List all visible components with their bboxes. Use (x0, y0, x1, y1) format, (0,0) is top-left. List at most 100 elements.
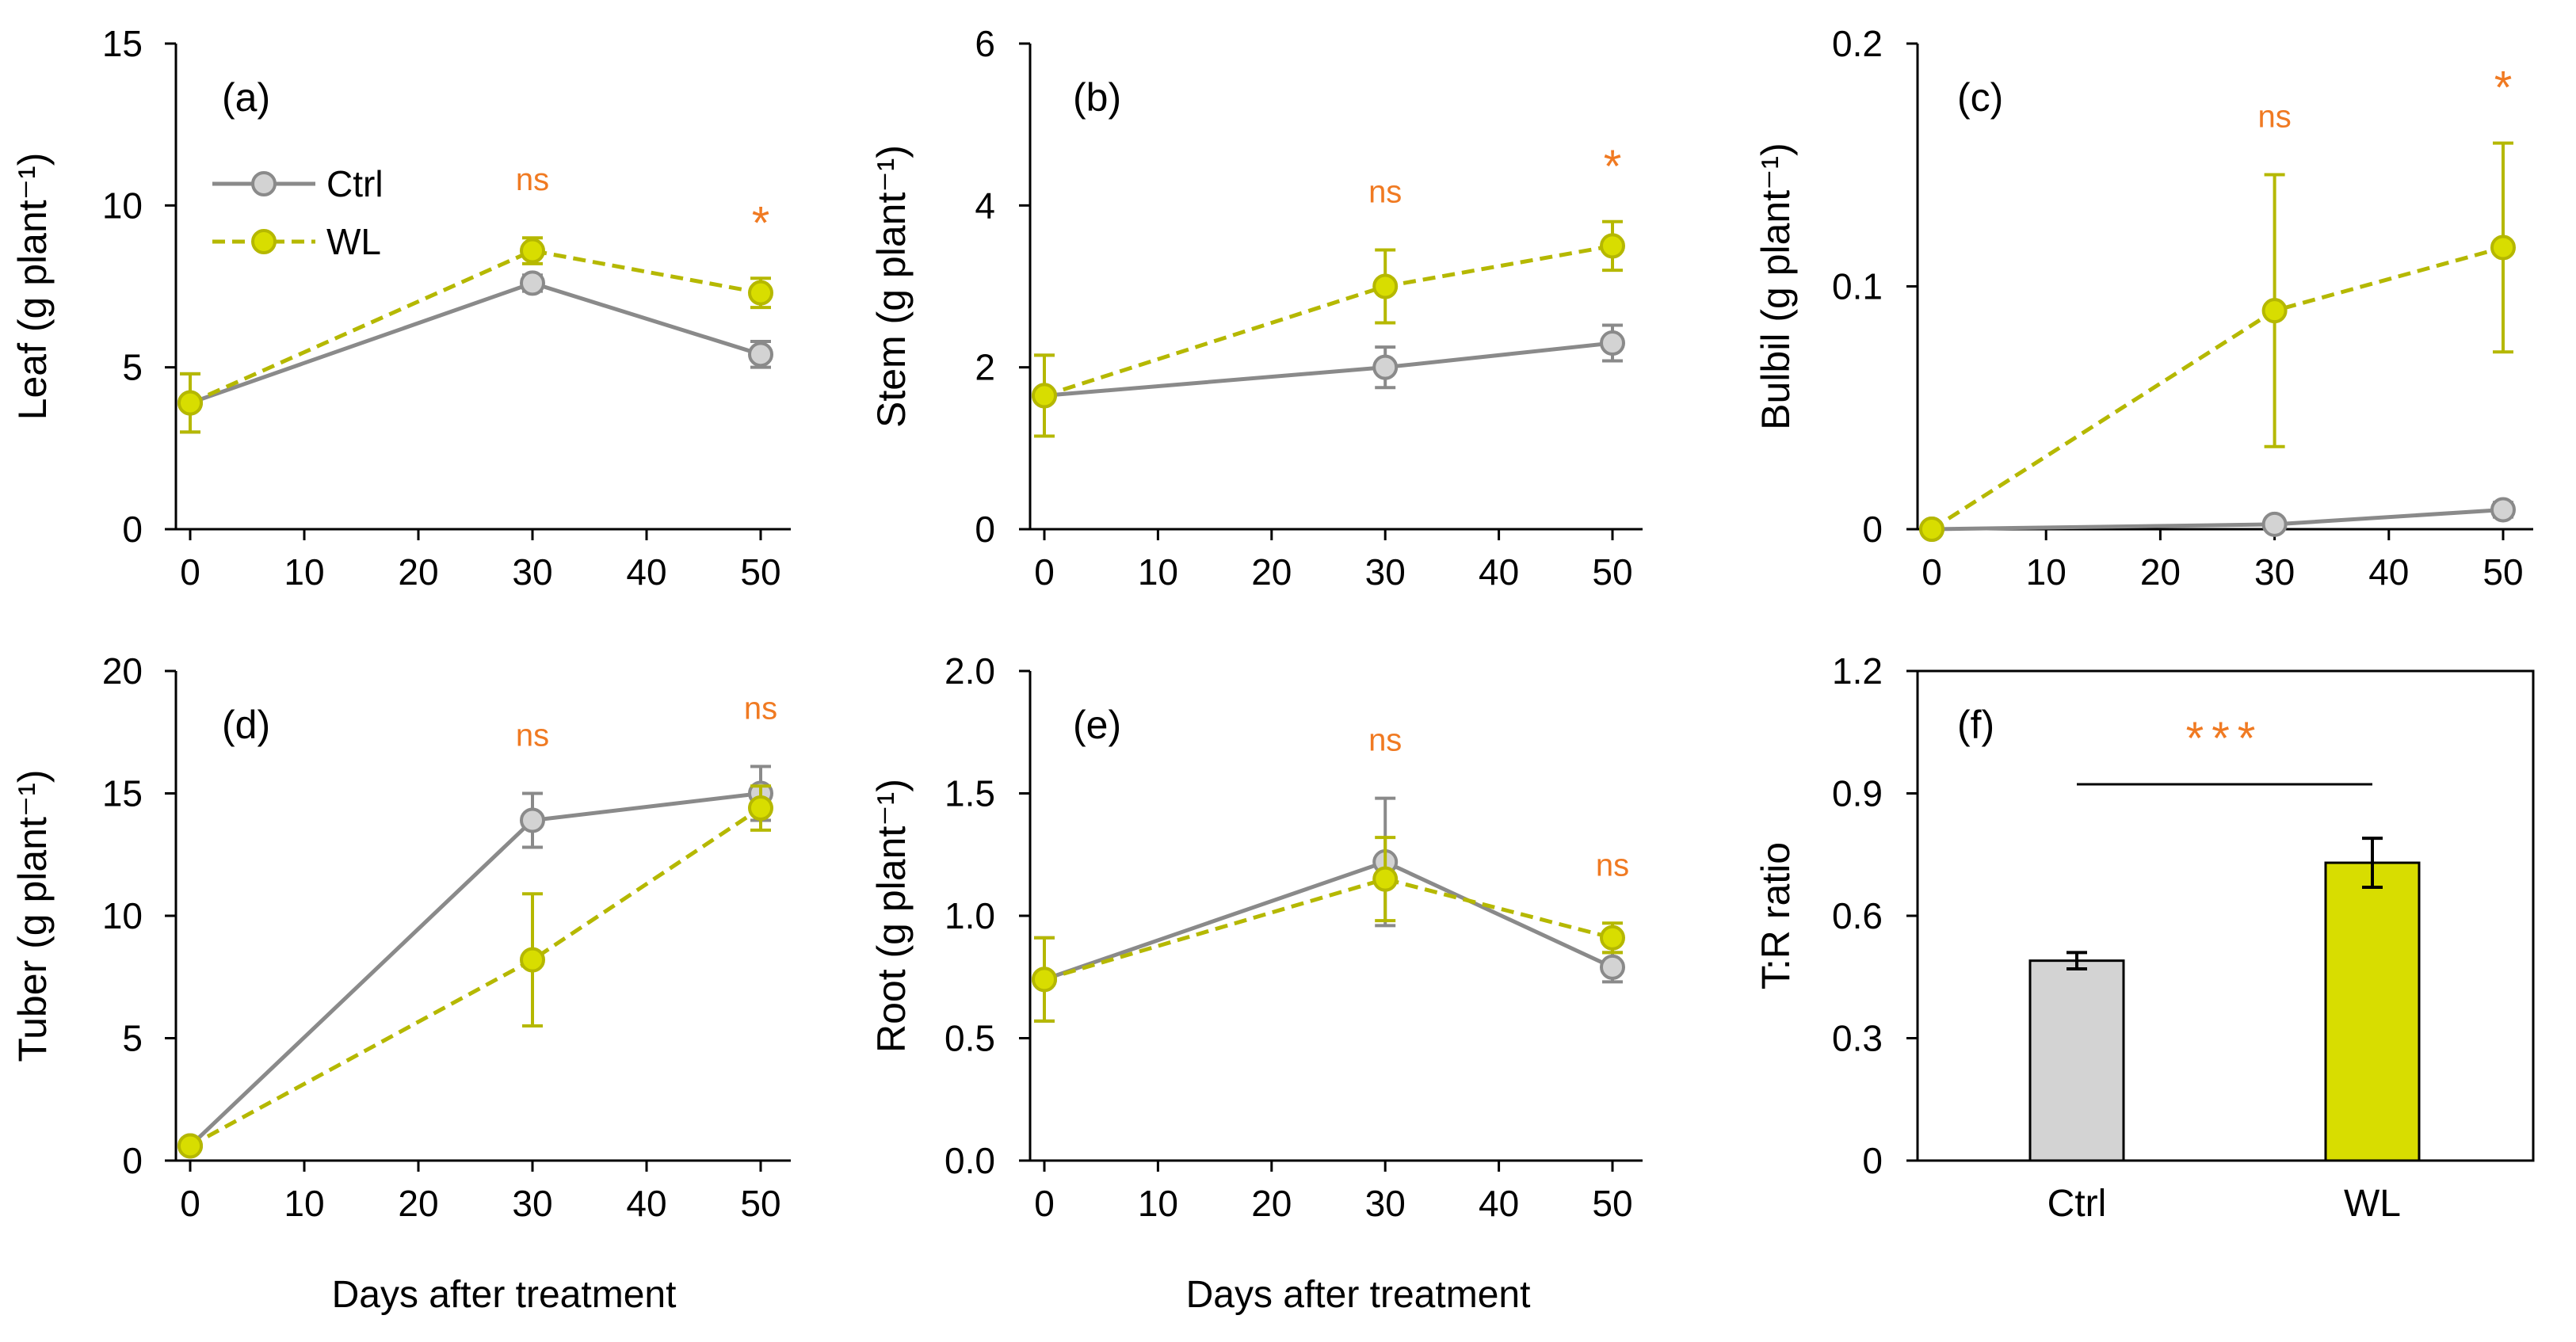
series-wl (1032, 836, 1625, 1023)
panel-a: 0 5 10 15 0 10 20 30 40 50 Leaf (g plant⁻¹) (a) ns * C… (10, 23, 791, 593)
category-label: Ctrl (2047, 1183, 2107, 1225)
significance-label: *** (2186, 713, 2264, 764)
bar-ctrl (2028, 959, 2125, 1162)
panel-f: 0 0.3 0.6 0.9 1.2 T:R ratio (f) Ctrl WL *** (1754, 650, 2535, 1225)
y-axis-title: Bulbil (g plant⁻¹) (1754, 143, 1798, 430)
x-tick-label: 0 (1034, 551, 1055, 593)
legend-label: Ctrl (326, 163, 384, 204)
significance-label: * (1604, 141, 1622, 193)
x-tick-label: 50 (740, 1183, 780, 1224)
series-line (189, 806, 762, 1148)
series-line (1931, 507, 2504, 532)
significance-label: * (752, 197, 770, 249)
y-tick-label: 5 (122, 347, 143, 388)
series-ctrl (1919, 497, 2516, 542)
data-point (1600, 954, 1625, 980)
x-tick-label: 40 (2368, 551, 2409, 593)
data-point (2490, 497, 2516, 523)
data-point (1600, 330, 1625, 356)
y-tick-label: 0 (975, 509, 995, 550)
x-tick-label: 10 (2026, 551, 2067, 593)
x-tick-label: 10 (1138, 551, 1178, 593)
series-line (189, 791, 761, 1148)
x-tick-label: 40 (1479, 551, 1519, 593)
y-tick-label: 5 (122, 1018, 143, 1059)
panel-e: 0.0 0.5 1.0 1.5 2.0 0 10 20 30 40 50 Root (g plant⁻… (869, 650, 1643, 1224)
x-tick-label: 50 (2483, 551, 2523, 593)
x-tick-label: 0 (1034, 1183, 1055, 1224)
data-point (748, 795, 773, 822)
legend-wl: WL (212, 221, 381, 262)
panel-label: (c) (1957, 75, 2003, 120)
data-point (520, 807, 545, 833)
data-point (2261, 511, 2288, 537)
data-point (520, 238, 545, 264)
significance-label: ns (1596, 848, 1629, 883)
data-point (1032, 966, 1057, 993)
x-tick-label: 30 (512, 1183, 552, 1224)
data-point (520, 270, 545, 296)
significance-label: ns (2257, 100, 2291, 135)
data-point (177, 1133, 203, 1159)
x-tick-label: 50 (740, 551, 780, 593)
x-tick-label: 40 (1479, 1183, 1519, 1224)
data-point (2261, 298, 2288, 324)
panel-b: 0 2 4 6 0 10 20 30 40 50 Stem (g plant⁻¹) (b) ns * (869, 23, 1643, 593)
bar-wl (2324, 861, 2421, 1162)
x-tick-label: 20 (398, 1183, 438, 1224)
y-tick-label: 20 (102, 650, 143, 692)
x-tick-label: 20 (1251, 551, 1292, 593)
significance-label: * (2494, 63, 2513, 114)
panel-d: 0 5 10 15 20 0 10 20 30 40 50 Tuber (g plant⁻¹) (d) n… (10, 650, 791, 1224)
significance-label: ns (1368, 723, 1402, 758)
data-point (748, 280, 773, 306)
data-point (1372, 273, 1399, 299)
series-line (189, 280, 761, 405)
y-axis-title: T:R ratio (1754, 842, 1798, 989)
series-ctrl (177, 764, 773, 1159)
x-tick-label: 10 (1138, 1183, 1178, 1224)
data-point (520, 947, 545, 973)
x-tick-label: 0 (180, 1183, 200, 1224)
y-axis-title: Leaf (g plant⁻¹) (10, 153, 55, 421)
y-tick-label: 0.6 (1832, 895, 1883, 936)
x-tick-label: 10 (284, 1183, 324, 1224)
panel-label: (d) (222, 703, 270, 747)
y-tick-label: 0.5 (945, 1018, 995, 1059)
series-ctrl (177, 270, 773, 434)
y-tick-label: 1.0 (945, 895, 995, 936)
panel-c: 0 0.1 0.2 0 10 20 30 40 50 Bulbil (g plant⁻¹) (c) n… (1754, 23, 2533, 593)
y-tick-label: 15 (102, 23, 143, 64)
y-tick-label: 2 (975, 347, 995, 388)
data-point (1600, 233, 1625, 259)
y-tick-label: 15 (102, 773, 143, 814)
x-tick-label: 10 (284, 551, 324, 593)
data-point (1032, 383, 1057, 409)
panel-label: (a) (222, 75, 270, 120)
series-line (1930, 246, 2504, 532)
x-tick-label: 30 (1365, 551, 1406, 593)
x-axis-titles: Days after treatment Days after treatmen… (332, 1274, 1531, 1316)
significance-label: ns (516, 719, 549, 753)
y-tick-label: 2.0 (945, 650, 995, 692)
y-axis-title: Tuber (g plant⁻¹) (10, 769, 55, 1062)
x-tick-label: 30 (1365, 1183, 1406, 1224)
x-axis-title-e: Days after treatment (1186, 1274, 1531, 1316)
y-tick-label: 0.9 (1832, 773, 1883, 814)
data-point (748, 341, 773, 368)
panel-label: (b) (1073, 75, 1121, 120)
y-tick-label: 0 (122, 509, 143, 550)
legend-label: WL (326, 221, 381, 262)
data-point (1919, 517, 1944, 542)
y-tick-label: 1.2 (1832, 650, 1883, 692)
y-tick-label: 0 (1862, 1140, 1883, 1181)
significance-label: ns (744, 692, 777, 726)
y-tick-label: 6 (975, 23, 995, 64)
y-tick-label: 0.1 (1832, 266, 1883, 307)
x-tick-label: 0 (1922, 551, 1942, 593)
panel-label: (e) (1073, 703, 1121, 747)
y-tick-label: 0.2 (1832, 23, 1883, 64)
y-tick-label: 10 (102, 895, 143, 936)
series-line (1044, 860, 1614, 982)
